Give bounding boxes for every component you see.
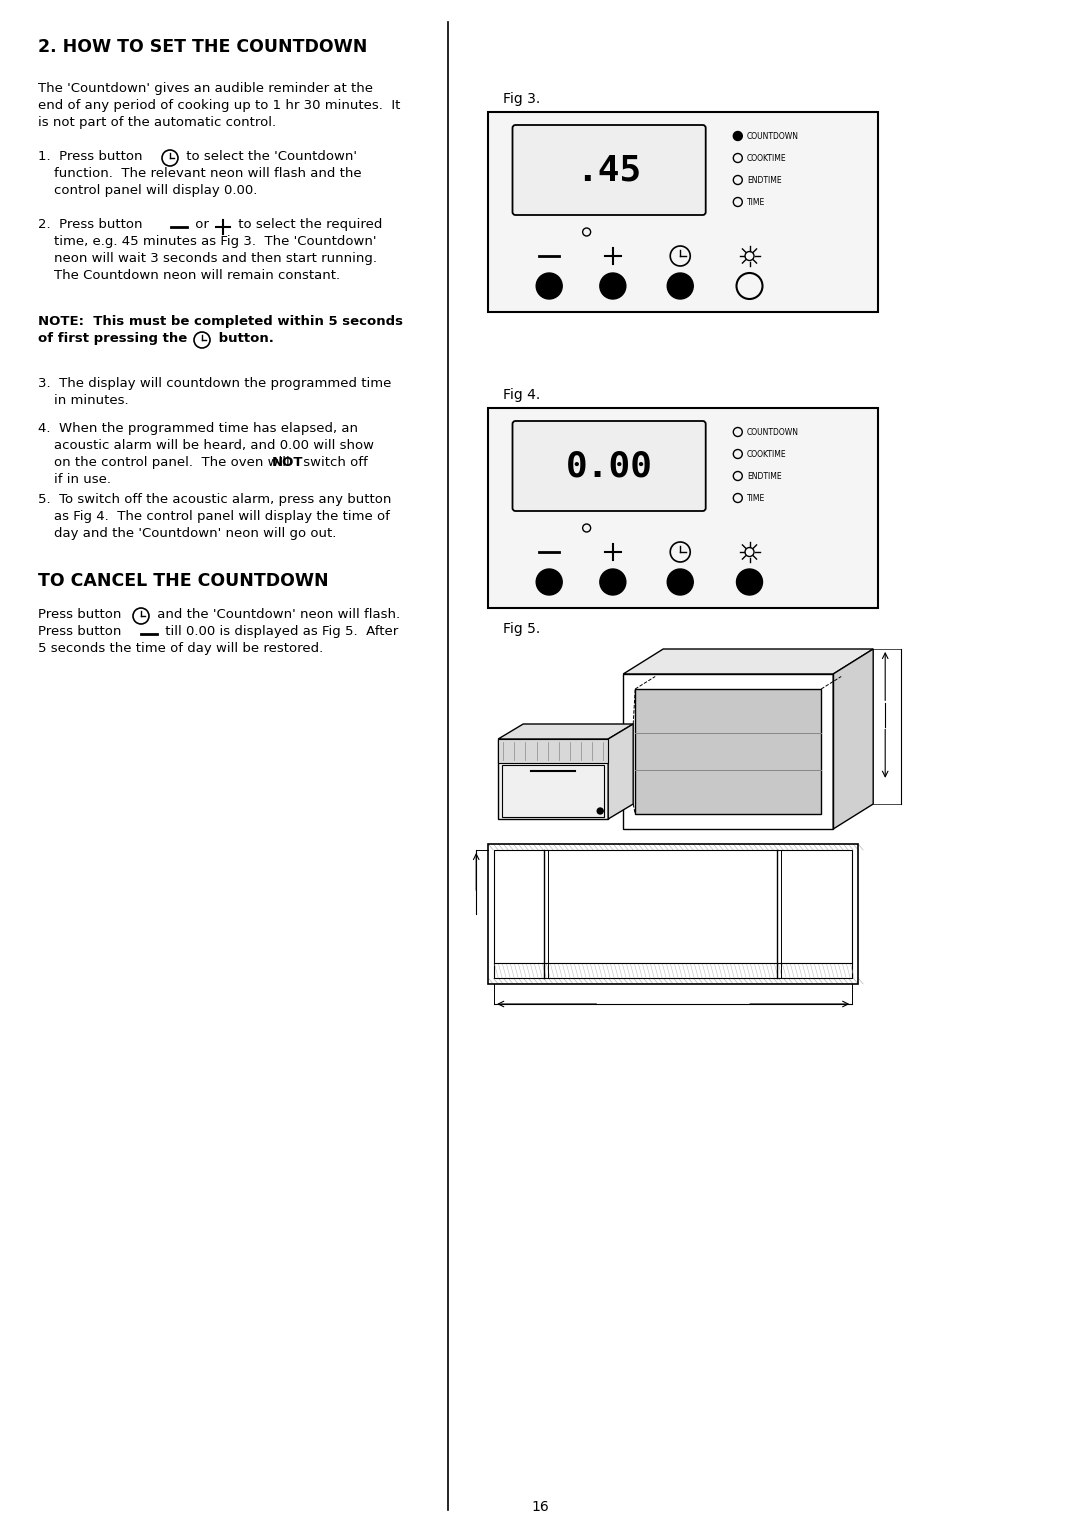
Polygon shape (623, 649, 874, 674)
Text: control panel will display 0.00.: control panel will display 0.00. (54, 183, 257, 197)
Text: The 'Countdown' gives an audible reminder at the: The 'Countdown' gives an audible reminde… (38, 83, 373, 95)
Text: TIME: TIME (746, 197, 765, 206)
Text: acoustic alarm will be heard, and 0.00 will show: acoustic alarm will be heard, and 0.00 w… (54, 439, 374, 452)
Text: to select the 'Countdown': to select the 'Countdown' (183, 150, 357, 163)
Text: if in use.: if in use. (54, 474, 111, 486)
Text: Press button: Press button (38, 625, 121, 639)
Circle shape (737, 568, 762, 594)
Text: COUNTDOWN: COUNTDOWN (746, 428, 799, 437)
Circle shape (536, 274, 563, 299)
Circle shape (597, 808, 604, 814)
Text: NOTE:  This must be completed within 5 seconds: NOTE: This must be completed within 5 se… (38, 315, 403, 329)
Bar (498, 740, 608, 762)
Text: of first pressing the: of first pressing the (38, 332, 187, 345)
Text: and the 'Countdown' neon will flash.: and the 'Countdown' neon will flash. (153, 608, 400, 620)
Text: Fig 3.: Fig 3. (503, 92, 540, 105)
Text: 5 seconds the time of day will be restored.: 5 seconds the time of day will be restor… (38, 642, 323, 656)
Circle shape (599, 568, 625, 594)
Text: 4.  When the programmed time has elapsed, an: 4. When the programmed time has elapsed,… (38, 422, 357, 435)
Text: Fig 5.: Fig 5. (503, 622, 540, 636)
Text: switch off: switch off (299, 455, 368, 469)
Bar (488, 408, 878, 608)
Text: button.: button. (214, 332, 274, 345)
Text: 2.  Press button: 2. Press button (38, 219, 143, 231)
Text: .45: .45 (577, 153, 642, 186)
Text: Fig 4.: Fig 4. (503, 388, 540, 402)
Bar (502, 766, 604, 817)
Text: TIME: TIME (746, 494, 765, 503)
Text: as Fig 4.  The control panel will display the time of: as Fig 4. The control panel will display… (54, 510, 390, 523)
Text: on the control panel.  The oven will: on the control panel. The oven will (54, 455, 294, 469)
Circle shape (667, 274, 693, 299)
Polygon shape (833, 649, 874, 830)
Text: function.  The relevant neon will flash and the: function. The relevant neon will flash a… (54, 167, 362, 180)
Polygon shape (498, 724, 633, 740)
Text: 0.00: 0.00 (566, 449, 652, 483)
Text: in minutes.: in minutes. (54, 394, 129, 406)
Text: COOKTIME: COOKTIME (746, 153, 786, 162)
Text: TO CANCEL THE COUNTDOWN: TO CANCEL THE COUNTDOWN (38, 571, 328, 590)
Circle shape (733, 131, 742, 141)
Text: 2. HOW TO SET THE COUNTDOWN: 2. HOW TO SET THE COUNTDOWN (38, 38, 367, 57)
Bar (623, 674, 833, 830)
Circle shape (536, 568, 563, 594)
Bar (488, 843, 859, 984)
Text: ENDTIME: ENDTIME (746, 472, 782, 480)
Text: to select the required: to select the required (234, 219, 382, 231)
Circle shape (667, 568, 693, 594)
Text: is not part of the automatic control.: is not part of the automatic control. (38, 116, 276, 128)
Bar (498, 740, 608, 819)
Text: time, e.g. 45 minutes as Fig 3.  The 'Countdown': time, e.g. 45 minutes as Fig 3. The 'Cou… (54, 235, 377, 248)
FancyBboxPatch shape (513, 125, 705, 215)
Text: end of any period of cooking up to 1 hr 30 minutes.  It: end of any period of cooking up to 1 hr … (38, 99, 401, 112)
Text: Press button: Press button (38, 608, 121, 620)
Bar (488, 112, 878, 312)
Circle shape (599, 274, 625, 299)
Text: The Countdown neon will remain constant.: The Countdown neon will remain constant. (54, 269, 340, 283)
Polygon shape (608, 724, 633, 819)
Text: ENDTIME: ENDTIME (746, 176, 782, 185)
Text: 5.  To switch off the acoustic alarm, press any button: 5. To switch off the acoustic alarm, pre… (38, 494, 391, 506)
Text: or: or (191, 219, 213, 231)
FancyBboxPatch shape (513, 422, 705, 510)
Text: COOKTIME: COOKTIME (746, 449, 786, 458)
Text: 1.  Press button: 1. Press button (38, 150, 143, 163)
Bar (495, 850, 852, 978)
Bar (635, 689, 821, 814)
Text: NOT: NOT (272, 455, 303, 469)
Text: COUNTDOWN: COUNTDOWN (746, 131, 799, 141)
Text: day and the 'Countdown' neon will go out.: day and the 'Countdown' neon will go out… (54, 527, 336, 539)
Text: 16: 16 (531, 1500, 549, 1514)
Text: 3.  The display will countdown the programmed time: 3. The display will countdown the progra… (38, 377, 391, 390)
Text: till 0.00 is displayed as Fig 5.  After: till 0.00 is displayed as Fig 5. After (161, 625, 399, 639)
Text: neon will wait 3 seconds and then start running.: neon will wait 3 seconds and then start … (54, 252, 377, 264)
